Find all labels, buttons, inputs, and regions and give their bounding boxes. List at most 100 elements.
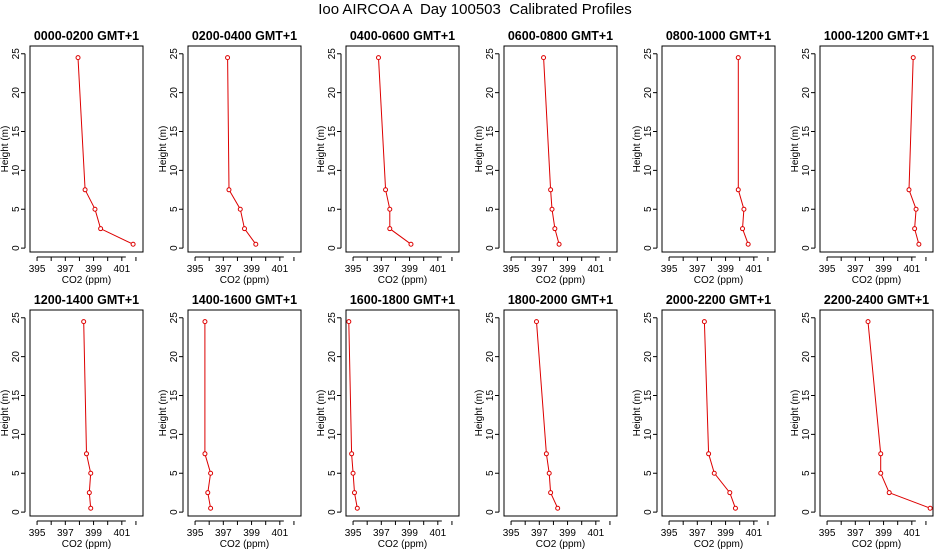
data-point [711,470,717,476]
data-point [86,490,92,496]
data-point [541,55,547,61]
data-point [81,319,87,325]
y-tick-label: 0 [327,509,338,515]
data-point [878,470,884,476]
x-tick-label: 401 [745,528,762,539]
data-point [375,55,381,61]
x-tick-label: 395 [29,528,46,539]
y-tick-label: 25 [327,48,338,60]
x-tick-label: 401 [271,528,288,539]
y-tick-label: 0 [11,245,22,251]
x-tick-label: 399 [85,264,102,275]
y-tick-label: 25 [169,48,180,60]
y-tick-label: 5 [801,470,812,476]
y-axis-label: Height (m) [474,390,485,437]
y-axis-label: Height (m) [0,390,11,437]
y-axis-label: Height (m) [0,126,11,173]
data-point [387,206,393,212]
y-tick-label: 25 [327,312,338,324]
x-tick-label: 395 [187,264,204,275]
x-axis-label: CO2 (ppm) [220,275,269,286]
x-tick-label: 397 [215,264,232,275]
data-point [906,187,912,193]
panel-title: 2000-2200 GMT+1 [666,293,771,307]
profile-line [378,57,412,245]
x-tick-label: 395 [29,264,46,275]
x-tick-label: 401 [903,264,920,275]
plot-frame [29,45,144,253]
y-tick-label: 0 [327,245,338,251]
y-tick-label: 25 [11,312,22,324]
data-point [701,319,707,325]
panel-title: 1200-1400 GMT+1 [34,293,139,307]
x-tick-label: 395 [819,264,836,275]
profile-line [83,321,92,509]
data-point [555,505,561,511]
plot-frame [187,45,302,253]
data-point [82,187,88,193]
x-tick-label: 397 [215,528,232,539]
data-point [253,241,259,247]
y-tick-label: 20 [327,87,338,99]
x-tick-label: 401 [745,264,762,275]
y-tick-label: 20 [643,87,654,99]
y-tick-label: 20 [169,87,180,99]
y-tick-label: 5 [327,206,338,212]
data-point [552,226,558,232]
plot-frame [503,309,618,517]
y-tick-label: 0 [643,245,654,251]
data-point [735,55,741,61]
y-tick-label: 15 [327,126,338,138]
x-tick-label: 397 [531,264,548,275]
y-tick-label: 0 [11,509,22,515]
panel-title: 1400-1600 GMT+1 [192,293,297,307]
y-tick-label: 0 [485,245,496,251]
y-axis-label: Height (m) [632,390,643,437]
panel-title: 1800-2000 GMT+1 [508,293,613,307]
x-tick-label: 397 [373,528,390,539]
data-point [88,470,94,476]
data-point [741,206,747,212]
panel-title: 0400-0600 GMT+1 [350,29,455,43]
panel-title: 0000-0200 GMT+1 [34,29,139,43]
x-tick-label: 395 [345,264,362,275]
data-point [548,490,554,496]
profile-line [737,57,749,245]
y-tick-label: 0 [801,245,812,251]
y-tick-label: 10 [169,164,180,176]
x-tick-label: 397 [847,264,864,275]
y-tick-label: 5 [11,206,22,212]
y-tick-label: 0 [169,245,180,251]
data-point [205,490,211,496]
y-tick-label: 15 [801,126,812,138]
plot-frame [819,309,934,517]
y-tick-label: 25 [643,312,654,324]
y-axis-label: Height (m) [474,126,485,173]
x-tick-label: 399 [243,264,260,275]
y-tick-label: 15 [485,126,496,138]
y-tick-label: 5 [169,470,180,476]
x-axis-label: CO2 (ppm) [378,539,427,550]
x-tick-label: 401 [429,528,446,539]
y-tick-label: 10 [327,164,338,176]
x-tick-label: 395 [503,264,520,275]
profile-line [908,57,920,245]
panel-title: 2200-2400 GMT+1 [824,293,929,307]
x-tick-label: 399 [243,528,260,539]
y-axis-label: Height (m) [790,126,801,173]
y-tick-label: 15 [801,390,812,402]
data-point [546,470,552,476]
y-tick-label: 10 [801,428,812,440]
profile-line [348,321,358,509]
y-tick-label: 15 [11,126,22,138]
plot-frame [503,45,618,253]
plot-frame [29,309,144,517]
x-axis-label: CO2 (ppm) [694,539,743,550]
data-point [202,319,208,325]
y-tick-label: 5 [327,470,338,476]
